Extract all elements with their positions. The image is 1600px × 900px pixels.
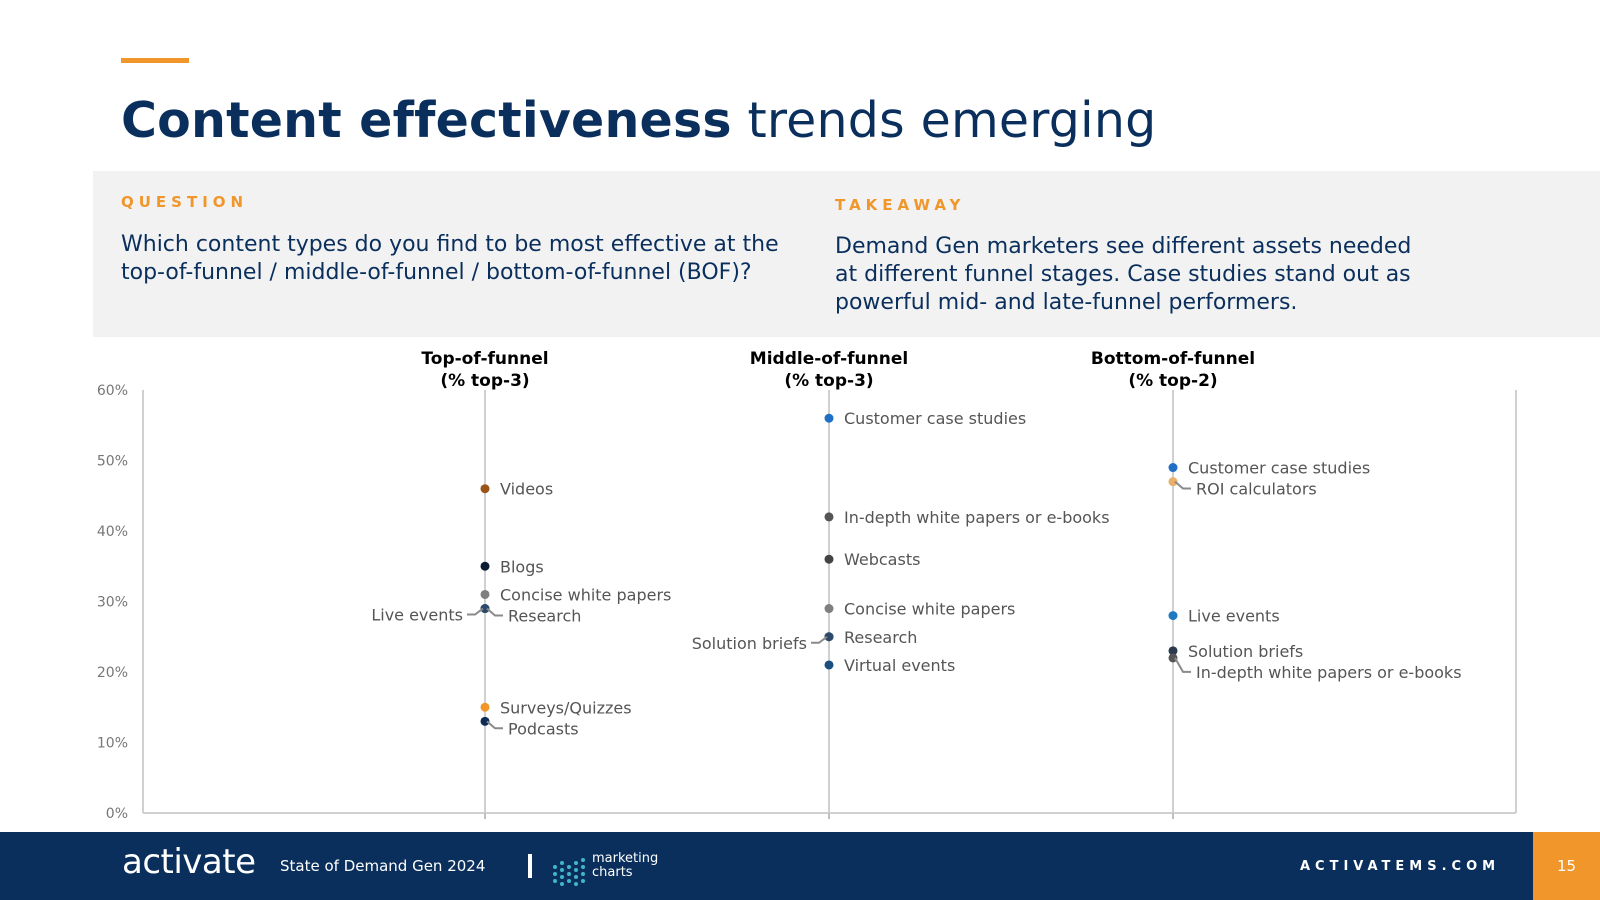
data-point xyxy=(824,632,834,642)
question-line-1: Which content types do you find to be mo… xyxy=(121,232,779,257)
column-header: Top-of-funnel xyxy=(421,349,548,369)
data-point xyxy=(824,413,834,423)
leader-line xyxy=(486,607,503,617)
column-subheader: (% top-3) xyxy=(784,371,873,391)
leader-line xyxy=(1174,657,1191,673)
y-tick-label: 50% xyxy=(97,454,128,470)
takeaway-line-2: at different funnel stages. Case studies… xyxy=(835,262,1411,287)
data-label: In-depth white papers or e-books xyxy=(1196,663,1462,682)
title-regular: trends emerging xyxy=(747,92,1157,149)
data-label: Podcasts xyxy=(508,719,579,738)
takeaway-line-1: Demand Gen marketers see different asset… xyxy=(835,234,1412,259)
mc-line-1: marketing xyxy=(592,851,659,866)
column-header: Middle-of-funnel xyxy=(750,349,908,369)
data-point xyxy=(480,589,490,599)
leader-line xyxy=(1174,480,1191,490)
data-point xyxy=(824,554,834,564)
data-label: Videos xyxy=(500,480,553,499)
y-tick-label: 10% xyxy=(97,736,128,752)
marketing-charts-wordmark: marketing charts xyxy=(592,852,658,880)
mc-line-2: charts xyxy=(592,865,633,880)
marketing-charts-icon xyxy=(553,858,585,886)
data-label: In-depth white papers or e-books xyxy=(844,508,1110,527)
question-text: Which content types do you find to be mo… xyxy=(121,231,779,287)
data-label: Customer case studies xyxy=(844,409,1026,428)
data-label: Surveys/Quizzes xyxy=(500,698,632,717)
y-tick-label: 30% xyxy=(97,595,128,611)
question-label: QUESTION xyxy=(121,193,249,211)
data-point xyxy=(480,716,490,726)
takeaway-label: TAKEAWAY xyxy=(835,196,966,214)
footer-bar: activate State of Demand Gen 2024 market… xyxy=(0,832,1600,900)
data-label: Solution briefs xyxy=(1188,642,1303,661)
data-label: Concise white papers xyxy=(844,600,1015,619)
data-label: Solution briefs xyxy=(692,634,807,653)
data-label: Live events xyxy=(1188,607,1280,626)
leader-line xyxy=(486,720,503,730)
footer-divider xyxy=(528,854,532,878)
leader-line xyxy=(811,635,828,644)
column-subheader: (% top-2) xyxy=(1128,371,1217,391)
page-title: Content effectiveness trends emerging xyxy=(121,92,1156,149)
question-line-2: top-of-funnel / middle-of-funnel / botto… xyxy=(121,260,752,285)
data-point xyxy=(480,484,490,494)
data-label: Webcasts xyxy=(844,550,920,569)
data-point xyxy=(480,604,490,614)
y-tick-label: 40% xyxy=(97,524,128,540)
data-label: Research xyxy=(844,628,917,647)
takeaway-line-3: powerful mid- and late-funnel performers… xyxy=(835,290,1298,315)
title-bold: Content effectiveness xyxy=(121,92,732,149)
leader-line xyxy=(467,607,484,616)
y-tick-label: 60% xyxy=(97,383,128,399)
data-point xyxy=(824,512,834,522)
data-label: Customer case studies xyxy=(1188,459,1370,478)
data-label: Virtual events xyxy=(844,656,955,675)
data-point xyxy=(1168,611,1178,621)
data-point xyxy=(824,604,834,614)
column-header: Bottom-of-funnel xyxy=(1091,349,1255,369)
report-title: State of Demand Gen 2024 xyxy=(280,857,486,875)
data-point xyxy=(1168,463,1178,473)
data-label: Concise white papers xyxy=(500,585,671,604)
data-point xyxy=(824,660,834,670)
page-number: 15 xyxy=(1533,832,1600,900)
funnel-scatter-chart: 0%10%20%30%40%50%60%Top-of-funnel(% top-… xyxy=(97,349,1517,820)
column-subheader: (% top-3) xyxy=(440,371,529,391)
y-tick-label: 20% xyxy=(97,665,128,681)
data-label: ROI calculators xyxy=(1196,480,1317,499)
data-label: Blogs xyxy=(500,557,544,576)
question-takeaway-panel xyxy=(93,171,1600,337)
title-accent-bar xyxy=(121,58,189,63)
footer-site-link[interactable]: ACTIVATEMS.COM xyxy=(1300,859,1501,874)
data-label: Live events xyxy=(371,606,463,625)
data-point xyxy=(480,561,490,571)
data-label: Research xyxy=(508,606,581,625)
y-tick-label: 0% xyxy=(106,806,128,820)
data-point xyxy=(1168,646,1178,656)
takeaway-text: Demand Gen marketers see different asset… xyxy=(835,233,1411,317)
activate-logo: activate xyxy=(122,842,256,882)
data-point xyxy=(1168,477,1178,487)
data-point xyxy=(480,702,490,712)
